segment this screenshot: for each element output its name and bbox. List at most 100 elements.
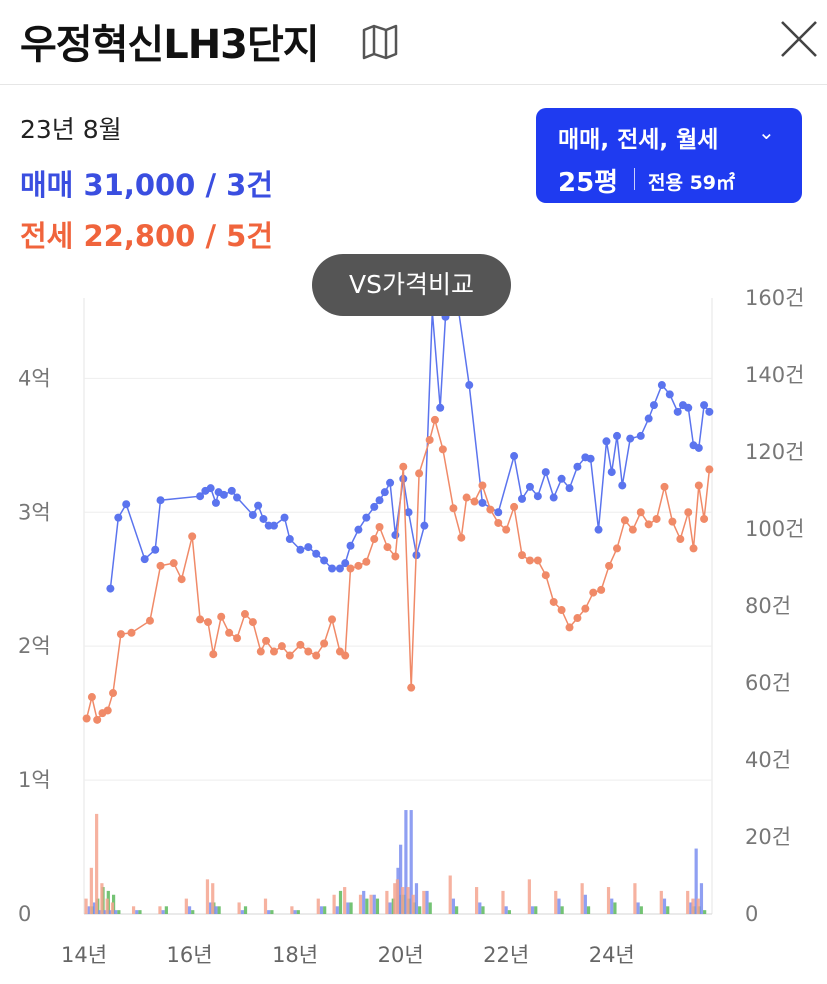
data-point-jeonse: [462, 493, 471, 502]
volume-bar-sale: [362, 890, 366, 914]
data-point-sale: [705, 407, 714, 416]
volume-bar-sale: [636, 902, 640, 914]
trade-type-label: 매매, 전세, 월세: [558, 127, 719, 153]
volume-bar-monthly: [428, 902, 432, 914]
compare-button[interactable]: VS가격비교: [312, 254, 511, 316]
data-point-sale: [636, 431, 645, 440]
volume-bar-monthly: [117, 910, 121, 914]
volume-bar-sale: [92, 902, 97, 914]
data-point-sale: [285, 535, 294, 544]
data-point-jeonse: [525, 556, 534, 565]
y-right-tick-label: 80건: [745, 594, 791, 618]
y-right-tick-label: 120건: [745, 440, 804, 464]
volume-bar-monthly: [349, 902, 353, 914]
data-point-jeonse: [82, 714, 91, 723]
chevron-down-icon: ⌄: [758, 120, 775, 144]
volume-bar-monthly: [507, 910, 511, 914]
volume-bar-sale: [98, 910, 102, 914]
data-point-jeonse: [597, 585, 606, 594]
data-point-sale: [254, 501, 263, 510]
volume-bar-sale: [161, 910, 165, 914]
volume-bar-jeonse: [395, 879, 400, 914]
volume-bar-monthly: [534, 906, 538, 914]
data-point-jeonse: [700, 514, 709, 523]
data-point-sale: [613, 431, 622, 440]
jeonse-summary: 전세 22,800 / 5건: [20, 219, 274, 253]
y-right-tick-label: 60건: [745, 671, 791, 695]
data-point-sale: [156, 496, 165, 505]
data-point-sale: [196, 492, 205, 501]
volume-bar-monthly: [338, 890, 343, 914]
data-point-sale: [557, 474, 566, 483]
data-point-jeonse: [209, 650, 218, 659]
data-point-sale: [533, 492, 542, 501]
data-point-sale: [227, 486, 236, 495]
volume-bar-jeonse: [501, 890, 505, 914]
volume-bar-jeonse: [332, 894, 336, 914]
volume-bar-jeonse: [393, 883, 397, 914]
data-point-sale: [684, 403, 693, 412]
volume-bar-sale: [114, 910, 118, 914]
volume-bar-sale: [103, 910, 107, 914]
volume-bar-sale: [583, 894, 587, 914]
volume-bar-jeonse: [316, 898, 320, 914]
data-point-jeonse: [620, 516, 629, 525]
data-point-sale: [657, 381, 666, 390]
data-point-jeonse: [557, 606, 566, 615]
data-point-sale: [665, 390, 674, 399]
data-point-jeonse: [370, 535, 379, 544]
data-point-jeonse: [502, 525, 511, 534]
volume-bar-jeonse: [131, 906, 136, 914]
volume-bar-jeonse: [606, 887, 611, 914]
data-point-jeonse: [296, 640, 305, 649]
data-point-sale: [375, 496, 384, 505]
volume-bar-jeonse: [448, 875, 452, 914]
y-right-tick-label: 140건: [745, 363, 804, 387]
volume-bar-jeonse: [633, 883, 637, 914]
filter-button[interactable]: 매매, 전세, 월세 ⌄ 25평 전용 59㎡: [536, 108, 802, 203]
data-point-sale: [626, 434, 635, 443]
volume-bar-jeonse: [110, 902, 115, 914]
volume-bar-sale: [504, 906, 508, 914]
volume-bar-sale: [214, 906, 218, 914]
data-point-jeonse: [204, 618, 213, 627]
data-point-sale: [700, 401, 709, 410]
volume-bar-sale: [478, 902, 482, 914]
data-point-jeonse: [285, 651, 294, 660]
volume-bar-jeonse: [580, 883, 584, 914]
volume-bar-jeonse: [343, 887, 347, 914]
data-point-jeonse: [116, 630, 125, 639]
data-point-jeonse: [225, 628, 234, 637]
data-point-jeonse: [478, 481, 487, 490]
data-point-sale: [565, 484, 574, 493]
volume-bar-sale: [557, 898, 561, 914]
divider: [634, 168, 635, 190]
y-left-tick-label: 1억: [18, 768, 51, 792]
data-point-sale: [649, 401, 658, 410]
data-point-jeonse: [689, 544, 698, 553]
volume-bar-jeonse: [527, 879, 531, 914]
data-point-jeonse: [320, 639, 329, 648]
data-point-sale: [328, 564, 337, 573]
volume-bar-monthly: [586, 906, 591, 914]
map-icon[interactable]: [360, 22, 400, 62]
data-point-jeonse: [613, 544, 622, 553]
volume-bar-jeonse: [422, 890, 426, 914]
data-point-sale: [420, 521, 429, 530]
y-left-tick-label: 2억: [18, 634, 51, 658]
data-point-jeonse: [407, 683, 416, 692]
y-right-tick-label: 100건: [745, 517, 804, 541]
data-point-sale: [594, 525, 603, 534]
volume-bar-sale: [414, 883, 419, 914]
volume-bar-sale: [530, 906, 535, 914]
volume-bar-monthly: [418, 906, 422, 914]
data-point-sale: [312, 549, 321, 558]
close-icon[interactable]: [776, 16, 822, 62]
data-point-jeonse: [589, 588, 598, 597]
area-label: 전용 59㎡: [648, 172, 736, 194]
volume-bar-monthly: [481, 906, 485, 914]
volume-bar-sale: [319, 906, 324, 914]
data-point-jeonse: [636, 508, 645, 517]
data-point-sale: [673, 407, 682, 416]
